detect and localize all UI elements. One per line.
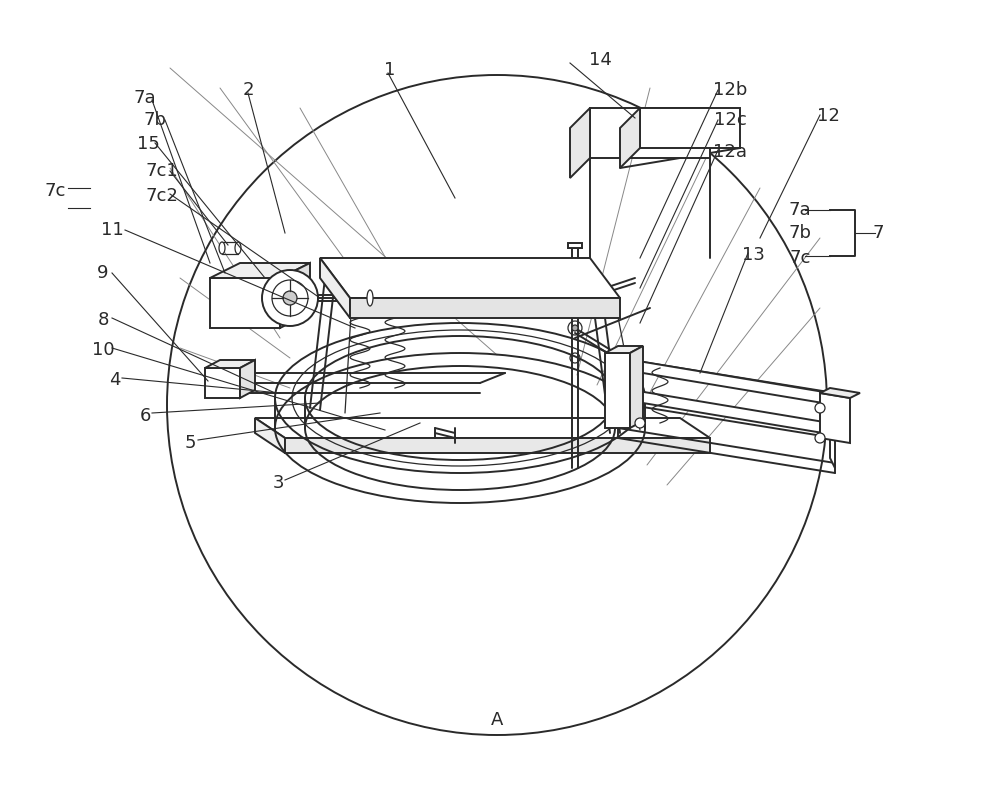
Text: 11: 11	[101, 221, 123, 239]
Text: 7b: 7b	[788, 224, 812, 242]
Polygon shape	[320, 258, 350, 318]
Polygon shape	[620, 358, 835, 405]
Text: 7a: 7a	[789, 201, 811, 219]
Polygon shape	[830, 393, 835, 468]
Text: 7a: 7a	[134, 89, 156, 107]
Polygon shape	[205, 368, 240, 398]
Text: 6: 6	[139, 407, 151, 425]
Circle shape	[283, 291, 297, 305]
Text: A: A	[491, 711, 503, 729]
Polygon shape	[210, 263, 310, 278]
Text: 4: 4	[109, 371, 121, 389]
Circle shape	[635, 418, 645, 428]
Text: 12c: 12c	[714, 111, 746, 129]
Text: 14: 14	[589, 51, 611, 69]
Polygon shape	[605, 353, 630, 428]
Text: 2: 2	[242, 81, 254, 99]
Circle shape	[262, 270, 318, 326]
Text: 7c1: 7c1	[146, 162, 178, 180]
Text: 12a: 12a	[713, 143, 747, 161]
Polygon shape	[255, 418, 710, 438]
Ellipse shape	[235, 242, 241, 254]
Polygon shape	[350, 298, 620, 318]
Polygon shape	[590, 108, 710, 158]
Text: 10: 10	[92, 341, 114, 359]
Polygon shape	[280, 263, 310, 328]
Ellipse shape	[219, 242, 225, 254]
Polygon shape	[285, 438, 710, 453]
Circle shape	[815, 433, 825, 443]
Polygon shape	[620, 108, 640, 168]
Circle shape	[815, 403, 825, 413]
Polygon shape	[570, 108, 590, 178]
Text: 1: 1	[384, 61, 396, 79]
Polygon shape	[255, 418, 285, 453]
Polygon shape	[605, 346, 643, 353]
Text: 5: 5	[184, 434, 196, 452]
Text: 9: 9	[97, 264, 109, 282]
Circle shape	[572, 325, 578, 331]
Text: 3: 3	[272, 474, 284, 492]
Text: 7c: 7c	[44, 182, 66, 200]
Polygon shape	[568, 243, 582, 248]
Polygon shape	[210, 278, 280, 328]
Text: 7: 7	[872, 224, 884, 242]
Polygon shape	[630, 346, 643, 428]
Ellipse shape	[367, 290, 373, 306]
Polygon shape	[620, 388, 835, 435]
Polygon shape	[640, 108, 740, 148]
Text: 13: 13	[742, 246, 764, 264]
Polygon shape	[820, 393, 850, 443]
Polygon shape	[320, 258, 620, 298]
Polygon shape	[205, 360, 255, 368]
Polygon shape	[240, 360, 255, 398]
Text: 15: 15	[137, 135, 159, 153]
Polygon shape	[820, 388, 860, 398]
Text: 12b: 12b	[713, 81, 747, 99]
Text: 7b: 7b	[144, 111, 166, 129]
Text: 7c: 7c	[789, 249, 811, 267]
Text: 8: 8	[97, 311, 109, 329]
Text: 12: 12	[817, 107, 839, 125]
Text: 7c2: 7c2	[146, 187, 178, 205]
